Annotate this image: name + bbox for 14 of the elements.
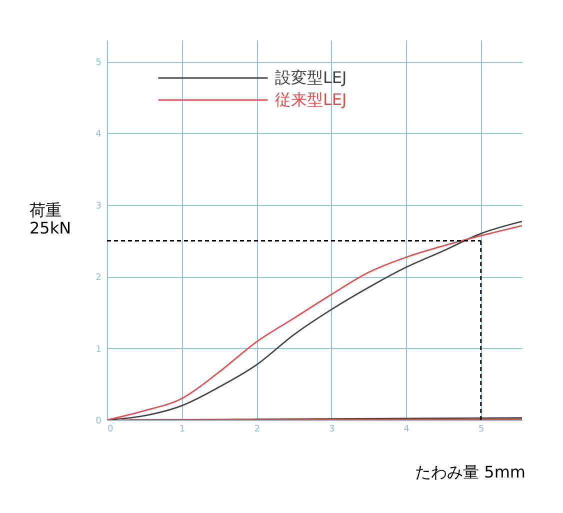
y-tick-label: 5 bbox=[96, 58, 102, 68]
x-tick-label: 0 bbox=[108, 424, 114, 434]
x-tick-label: 5 bbox=[478, 424, 484, 434]
y-tick-label: 2 bbox=[96, 273, 102, 284]
y-tick-label: 0 bbox=[96, 416, 102, 426]
x-tick-label: 4 bbox=[404, 424, 410, 434]
x-tick-label: 2 bbox=[254, 424, 260, 434]
y-axis-title: 荷重 25kN bbox=[30, 200, 72, 238]
y-tick-label: 4 bbox=[96, 130, 102, 140]
x-tick-label: 3 bbox=[328, 424, 335, 434]
x-tick-label: 1 bbox=[179, 424, 186, 434]
y-tick-label: 1 bbox=[96, 344, 102, 355]
y-tick-label: 3 bbox=[96, 201, 102, 212]
x-axis-title: たわみ量 5mm bbox=[415, 462, 526, 482]
